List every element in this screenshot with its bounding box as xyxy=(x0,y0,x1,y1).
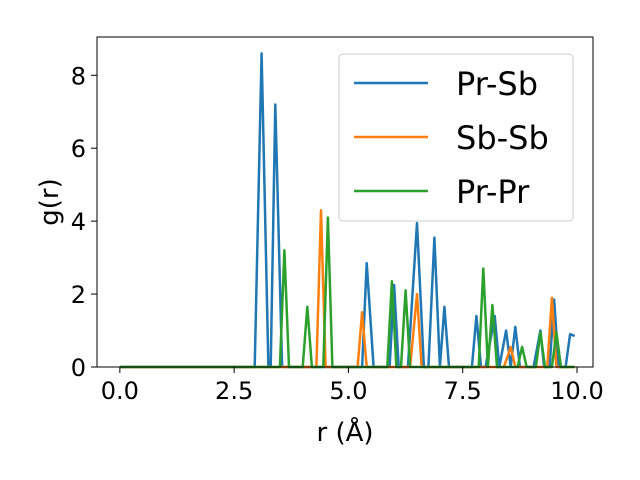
y-tick-label: 8 xyxy=(71,62,86,90)
x-tick-label: 7.5 xyxy=(444,377,482,405)
plot-area-frame xyxy=(96,36,594,368)
x-tick-label: 10.0 xyxy=(550,377,603,405)
y-tick-label: 0 xyxy=(71,354,86,382)
series-line-pr-pr xyxy=(119,216,575,369)
legend-label-pr-pr: Pr-Pr xyxy=(456,173,530,211)
legend: Pr-Sb Sb-Sb Pr-Pr xyxy=(338,53,574,222)
x-tick-label: 2.5 xyxy=(215,377,253,405)
y-tick-label: 2 xyxy=(71,281,86,309)
y-axis-label: g(r) xyxy=(35,178,65,225)
x-tick-label: 5.0 xyxy=(329,377,367,405)
legend-box xyxy=(338,53,574,222)
ticks-layer: 0.0 2.5 5.0 7.5 10.0 0 2 4 6 8 xyxy=(71,62,604,405)
x-axis-label: r (Å) xyxy=(316,416,373,448)
x-tick-label: 0.0 xyxy=(101,377,139,405)
legend-label-sb-sb: Sb-Sb xyxy=(456,119,549,157)
y-tick-label: 6 xyxy=(71,135,86,163)
y-tick-label: 4 xyxy=(71,208,86,236)
legend-label-pr-sb: Pr-Sb xyxy=(456,65,538,103)
